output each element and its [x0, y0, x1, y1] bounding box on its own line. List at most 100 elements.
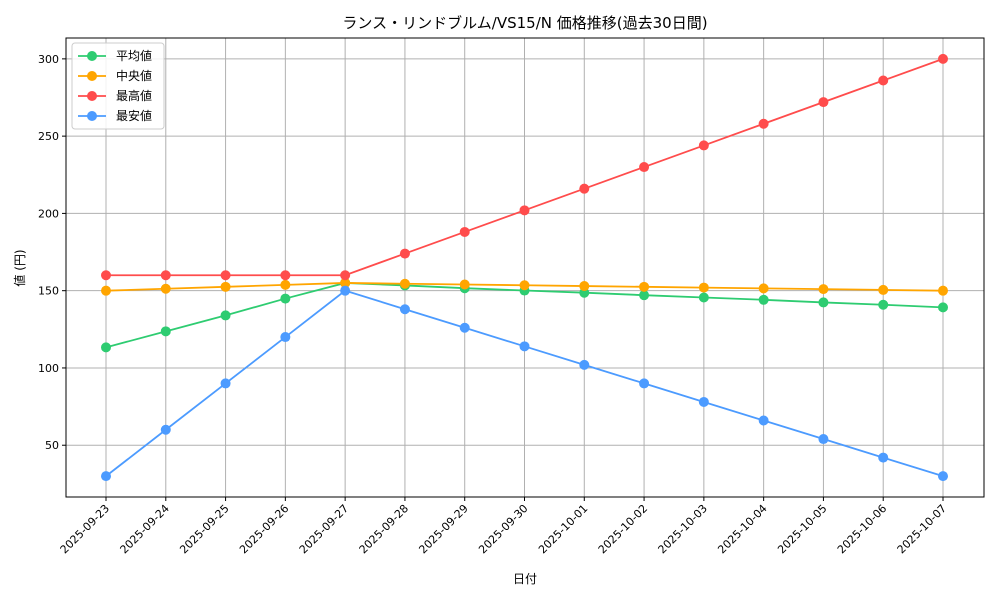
data-point [160, 283, 171, 294]
x-tick-label: 2025-09-26 [237, 502, 291, 556]
data-point [519, 341, 530, 352]
data-point [878, 75, 889, 86]
series-group [101, 53, 948, 482]
x-tick-label: 2025-10-07 [895, 502, 949, 556]
data-point [101, 270, 111, 281]
x-axis: 2025-09-23 2025-09-24 2025-09-25 2025-09-26… [58, 497, 949, 556]
data-point [639, 281, 650, 292]
x-tick-label: 2025-10-03 [656, 502, 710, 556]
data-point [698, 282, 709, 293]
y-axis: 50 100 150 200 250 300 [38, 53, 66, 452]
y-tick-label: 100 [38, 362, 59, 375]
data-point [160, 424, 171, 435]
x-tick-label: 2025-10-05 [775, 502, 829, 556]
data-point [639, 162, 650, 173]
legend-item: 平均値 [78, 48, 152, 63]
data-point [220, 310, 231, 321]
x-tick-label: 2025-09-27 [297, 502, 351, 556]
legend-label: 中央値 [116, 68, 152, 83]
data-point [459, 226, 470, 237]
data-point [101, 285, 111, 296]
legend-marker [87, 91, 97, 101]
data-point [698, 140, 709, 151]
data-point [220, 270, 231, 281]
data-point [340, 285, 351, 296]
data-point [579, 359, 590, 370]
data-point [818, 297, 829, 308]
data-point [579, 183, 590, 194]
data-point [220, 281, 231, 292]
legend-box [71, 42, 165, 130]
x-tick-label: 2025-10-06 [835, 502, 889, 556]
legend-label: 平均値 [116, 48, 152, 63]
data-point [818, 97, 829, 108]
data-point [280, 279, 291, 290]
x-tick-label: 2025-10-01 [536, 502, 590, 556]
plot-frame [65, 37, 985, 498]
y-tick-label: 150 [38, 285, 59, 298]
data-point [101, 342, 111, 353]
data-point [399, 278, 410, 289]
data-point [160, 270, 171, 281]
data-point [758, 415, 769, 426]
legend-marker [87, 71, 97, 81]
x-tick-label: 2025-10-02 [596, 502, 650, 556]
data-point [101, 471, 111, 482]
y-tick-label: 300 [38, 53, 59, 66]
data-point [938, 53, 948, 64]
data-point [758, 294, 769, 305]
legend-item: 最高値 [78, 88, 152, 103]
data-point [938, 285, 948, 296]
y-axis-label: 値 (円) [12, 249, 27, 286]
data-point [220, 378, 231, 389]
grid [66, 38, 984, 497]
legend-label: 最高値 [116, 88, 152, 103]
x-tick-label: 2025-09-29 [416, 502, 470, 556]
data-point [340, 270, 351, 281]
legend-marker [87, 51, 97, 61]
x-tick-label: 2025-09-30 [476, 502, 530, 556]
data-point [698, 396, 709, 407]
data-point [280, 270, 291, 281]
data-point [280, 293, 291, 304]
legend-marker [87, 111, 97, 121]
series-3 [101, 285, 948, 482]
chart-title: ランス・リンドブルム/VS15/N 価格推移(過去30日間) [342, 14, 707, 32]
data-point [758, 118, 769, 129]
data-point [938, 471, 948, 482]
x-tick-label: 2025-10-04 [715, 502, 769, 556]
y-tick-label: 200 [38, 207, 59, 220]
data-point [519, 205, 530, 216]
data-point [160, 326, 171, 337]
data-point [818, 434, 829, 445]
data-point [878, 452, 889, 463]
x-tick-label: 2025-09-23 [58, 502, 112, 556]
data-point [579, 281, 590, 292]
data-point [459, 322, 470, 333]
x-tick-label: 2025-09-25 [177, 502, 231, 556]
data-point [280, 332, 291, 343]
legend-item: 中央値 [78, 68, 152, 83]
data-point [639, 378, 650, 389]
x-tick-label: 2025-09-24 [118, 502, 172, 556]
x-tick-label: 2025-09-28 [357, 502, 411, 556]
data-point [818, 284, 829, 295]
data-point [459, 279, 470, 290]
legend-item: 最安値 [78, 108, 152, 123]
series-1 [101, 277, 948, 296]
data-point [639, 290, 650, 301]
data-point [698, 292, 709, 303]
legend-label: 最安値 [116, 108, 152, 123]
data-point [519, 280, 530, 291]
y-tick-label: 250 [38, 130, 59, 143]
data-point [340, 277, 351, 288]
series-2 [101, 53, 948, 281]
data-point [938, 302, 948, 313]
data-point [758, 283, 769, 294]
data-point [399, 304, 410, 315]
data-point [399, 248, 410, 259]
data-point [878, 284, 889, 295]
x-axis-label: 日付 [513, 572, 537, 586]
